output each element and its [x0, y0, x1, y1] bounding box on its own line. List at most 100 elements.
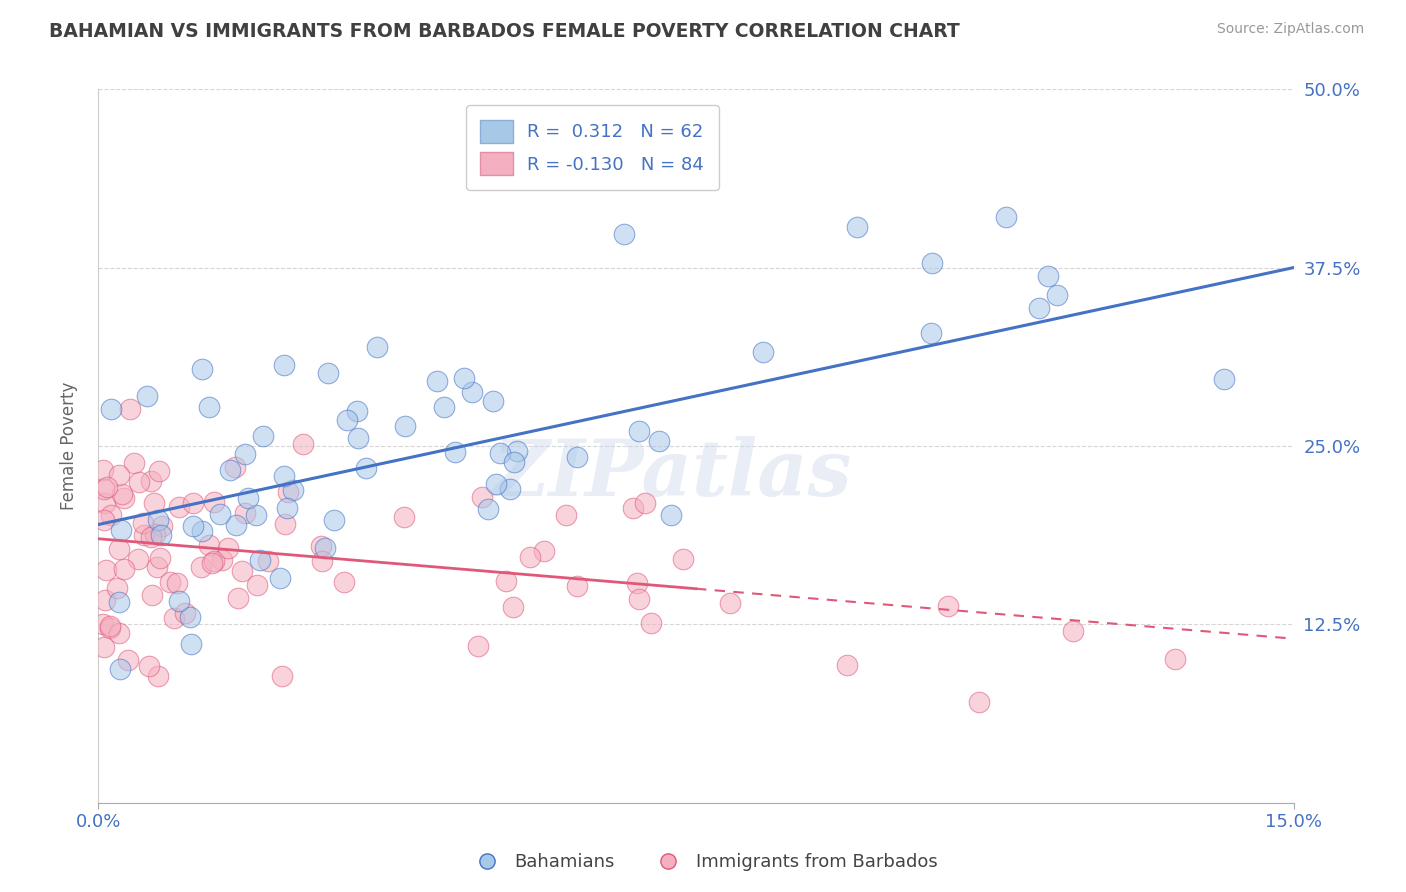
Point — [502, 455, 524, 469]
Point — [249, 552, 271, 566]
Point — [1036, 268, 1059, 283]
Text: BAHAMIAN VS IMMIGRANTS FROM BARBADOS FEMALE POVERTY CORRELATION CHART: BAHAMIAN VS IMMIGRANTS FROM BARBADOS FEM… — [49, 22, 960, 41]
Point — [277, 485, 299, 500]
Point — [204, 495, 226, 509]
Point — [219, 463, 242, 477]
Point — [394, 419, 416, 434]
Point — [489, 446, 512, 460]
Point — [269, 571, 291, 585]
Point — [163, 611, 186, 625]
Point — [621, 501, 644, 516]
Point — [626, 575, 648, 590]
Point — [93, 513, 115, 527]
Point — [921, 255, 943, 269]
Point — [96, 563, 118, 577]
Point — [181, 519, 204, 533]
Point — [148, 551, 170, 566]
Point — [273, 358, 295, 372]
Point — [180, 637, 202, 651]
Point — [238, 491, 260, 506]
Point — [91, 462, 114, 476]
Point — [245, 508, 267, 522]
Point — [366, 339, 388, 353]
Point — [100, 508, 122, 522]
Point — [495, 574, 517, 589]
Point — [225, 518, 247, 533]
Point — [93, 592, 115, 607]
Point — [461, 384, 484, 399]
Point — [146, 512, 169, 526]
Point — [118, 401, 141, 416]
Point — [995, 211, 1018, 225]
Point — [506, 444, 529, 458]
Point — [166, 576, 188, 591]
Point — [138, 658, 160, 673]
Point — [333, 574, 356, 589]
Point — [141, 588, 163, 602]
Point — [217, 541, 239, 556]
Point — [502, 600, 524, 615]
Point — [283, 483, 305, 497]
Point — [108, 595, 131, 609]
Point — [91, 617, 114, 632]
Point — [179, 610, 201, 624]
Point — [150, 527, 173, 541]
Point — [1163, 652, 1185, 666]
Point — [117, 653, 139, 667]
Point — [936, 599, 959, 613]
Point — [143, 527, 166, 541]
Point — [309, 539, 332, 553]
Legend: Bahamians, Immigrants from Barbados: Bahamians, Immigrants from Barbados — [461, 847, 945, 879]
Point — [105, 582, 128, 596]
Point — [100, 401, 122, 416]
Point — [198, 400, 221, 414]
Point — [292, 437, 315, 451]
Point — [471, 491, 494, 505]
Point — [107, 468, 129, 483]
Point — [122, 457, 145, 471]
Point — [132, 528, 155, 542]
Point — [318, 366, 340, 380]
Point — [628, 591, 651, 606]
Point — [484, 476, 506, 491]
Point — [108, 541, 131, 556]
Point — [98, 619, 121, 633]
Point — [648, 434, 671, 448]
Point — [139, 475, 162, 489]
Legend: R =  0.312   N = 62, R = -0.130   N = 84: R = 0.312 N = 62, R = -0.130 N = 84 — [465, 105, 718, 190]
Point — [167, 594, 190, 608]
Point — [567, 450, 589, 465]
Point — [1028, 301, 1050, 315]
Point — [96, 480, 118, 494]
Point — [314, 541, 336, 556]
Point — [499, 482, 522, 496]
Point — [555, 508, 578, 523]
Point — [392, 510, 415, 524]
Point — [1062, 624, 1084, 638]
Point — [920, 326, 942, 341]
Point — [128, 475, 150, 489]
Point — [150, 519, 173, 533]
Point — [93, 640, 115, 655]
Point — [336, 413, 359, 427]
Point — [233, 447, 256, 461]
Point — [112, 491, 135, 506]
Point — [443, 445, 465, 459]
Point — [752, 345, 775, 359]
Point — [93, 482, 115, 496]
Point — [181, 496, 204, 510]
Point — [1046, 288, 1069, 302]
Point — [108, 663, 131, 677]
Point — [477, 501, 499, 516]
Point — [146, 668, 169, 682]
Point — [202, 554, 225, 568]
Point — [111, 487, 134, 501]
Point — [276, 500, 298, 515]
Point — [659, 508, 682, 522]
Point — [640, 615, 662, 630]
Point — [256, 554, 278, 568]
Point — [467, 639, 489, 653]
Point — [322, 513, 344, 527]
Point — [169, 500, 191, 515]
Point — [231, 564, 253, 578]
